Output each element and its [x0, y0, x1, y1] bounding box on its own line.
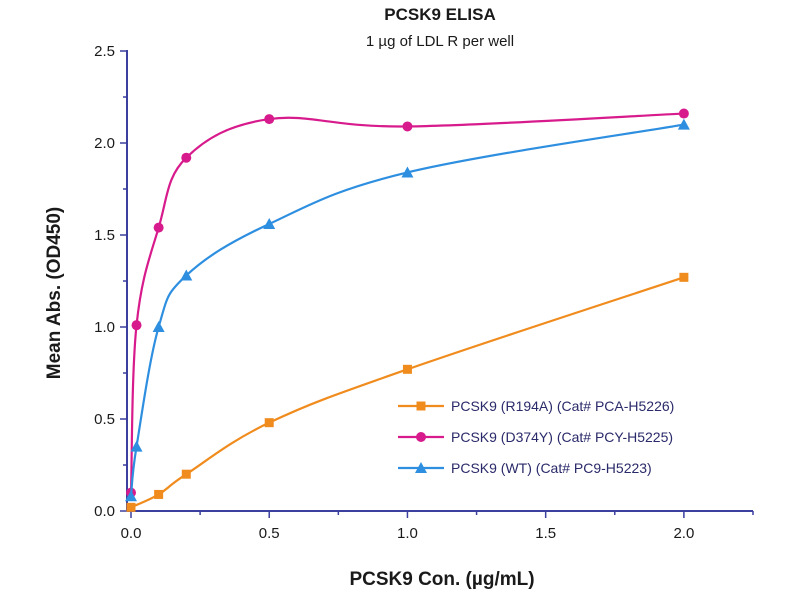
legend-label: PCSK9 (WT) (Cat# PC9-H5223) [451, 460, 652, 476]
x-tick-label: 2.0 [673, 525, 694, 542]
y-axis-ticks: 0.0 0.5 1.0 1.5 2.0 2.5 [94, 43, 127, 520]
series-square [126, 272, 689, 512]
data-point [126, 502, 136, 512]
data-point [125, 490, 137, 502]
x-axis-label: PCSK9 Con. (µg/mL) [349, 569, 534, 590]
data-point [181, 469, 191, 479]
legend-item: PCSK9 (WT) (Cat# PC9-H5223) [398, 460, 652, 476]
y-tick-label: 1.5 [94, 227, 115, 244]
data-point [180, 269, 193, 281]
series-line [129, 123, 685, 497]
series-layer [125, 108, 690, 512]
data-point [152, 321, 165, 332]
data-point [264, 418, 274, 428]
data-point [154, 489, 164, 499]
x-tick-label: 1.0 [397, 525, 418, 542]
x-tick-label: 1.5 [535, 525, 556, 542]
data-point [264, 114, 275, 125]
legend-item: PCSK9 (R194A) (Cat# PCA-H5226) [398, 398, 674, 414]
legend-swatch-marker [416, 432, 426, 442]
data-point [153, 222, 164, 233]
data-point [401, 166, 414, 178]
x-tick-label: 0.5 [259, 525, 280, 542]
y-tick-label: 0.0 [94, 503, 115, 520]
data-point [131, 320, 142, 331]
data-point [130, 440, 143, 452]
legend: PCSK9 (R194A) (Cat# PCA-H5226) PCSK9 (D37… [398, 398, 674, 476]
data-point [263, 217, 276, 229]
data-point [402, 121, 413, 132]
chart-subtitle: 1 µg of LDL R per well [366, 33, 514, 50]
data-point [679, 272, 689, 282]
series-circle [126, 108, 689, 498]
legend-label: PCSK9 (R194A) (Cat# PCA-H5226) [451, 398, 674, 414]
legend-swatch-marker [415, 462, 427, 473]
data-point [402, 364, 412, 374]
data-point [677, 118, 690, 130]
y-tick-label: 2.0 [94, 135, 115, 152]
legend-item: PCSK9 (D374Y) (Cat# PCY-H5225) [398, 429, 673, 445]
y-tick-label: 1.0 [94, 319, 115, 336]
chart-title: PCSK9 ELISA [384, 5, 495, 24]
y-tick-label: 0.5 [94, 411, 115, 428]
y-tick-label: 2.5 [94, 43, 115, 60]
x-axis-ticks: 0.0 0.5 1.0 1.5 2.0 [121, 511, 754, 542]
data-point [181, 152, 192, 163]
x-tick-label: 0.0 [121, 525, 142, 542]
y-axis-label: Mean Abs. (OD450) [44, 207, 65, 379]
legend-swatch-marker [416, 401, 426, 411]
series-triangle [125, 118, 690, 502]
legend-label: PCSK9 (D374Y) (Cat# PCY-H5225) [451, 429, 673, 445]
data-point [678, 108, 689, 119]
